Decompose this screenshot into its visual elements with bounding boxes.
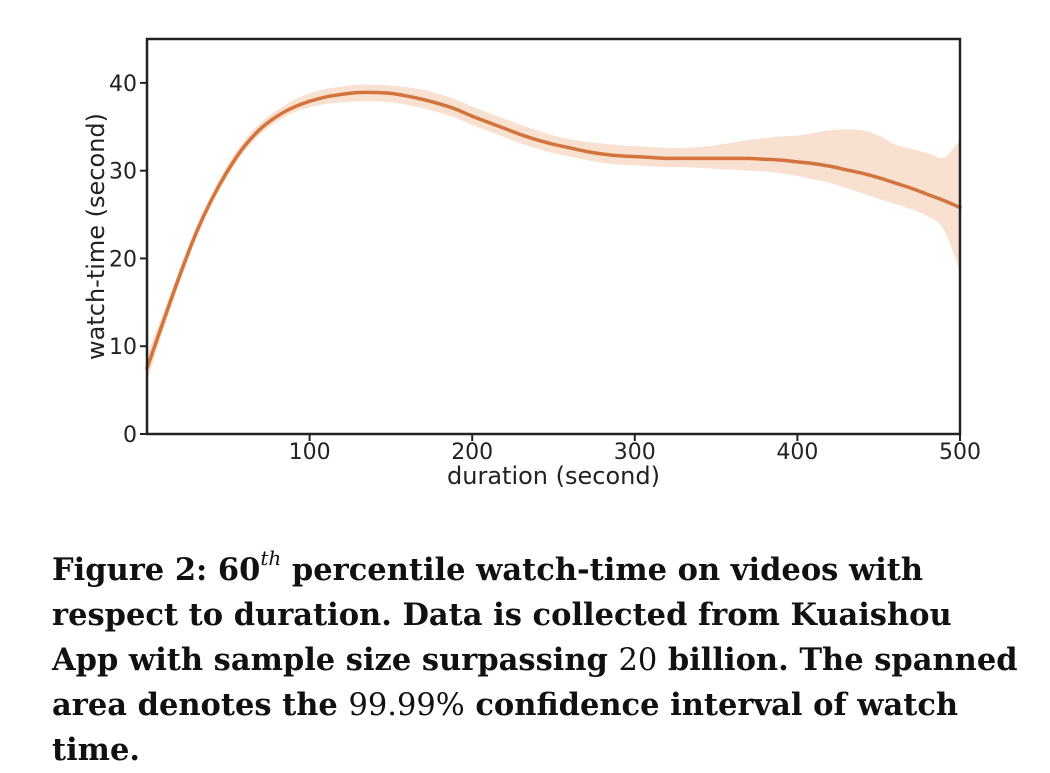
x-tick-label: 500 (939, 440, 981, 465)
y-tick-label: 30 (109, 160, 137, 185)
figure-caption: Figure 2: 60th percentile watch-time on … (52, 540, 1022, 773)
x-axis-label: duration (second) (447, 462, 660, 490)
y-tick-label: 0 (123, 423, 137, 448)
y-tick-label: 40 (109, 72, 137, 97)
x-tick-label: 200 (451, 440, 493, 465)
y-tick-label: 10 (109, 335, 137, 360)
y-tick-label: 20 (109, 247, 137, 272)
caption-text-1: percentile watch-time on videos with res… (52, 552, 952, 679)
x-tick-label: 300 (614, 440, 656, 465)
caption-number-2: 99.99% (348, 688, 465, 724)
axis-ticks: 100 200 300 400 500 0 10 20 30 40 (109, 72, 981, 465)
x-tick-label: 400 (776, 440, 818, 465)
series-line-watch-time (145, 90, 962, 370)
plot-frame (145, 37, 962, 436)
caption-text-2: billion. The spanned area denotes the (52, 642, 1018, 724)
x-tick-label: 100 (289, 440, 331, 465)
confidence-band (147, 84, 960, 382)
line-chart: 100 200 300 400 500 0 10 20 30 40 duration (secon… (82, 37, 981, 490)
caption-superscript: th (260, 546, 282, 570)
caption-figure-label: Figure 2: 60 (52, 552, 261, 589)
caption-number-1: 20 (618, 643, 658, 679)
y-axis-label: watch-time (second) (82, 113, 110, 360)
